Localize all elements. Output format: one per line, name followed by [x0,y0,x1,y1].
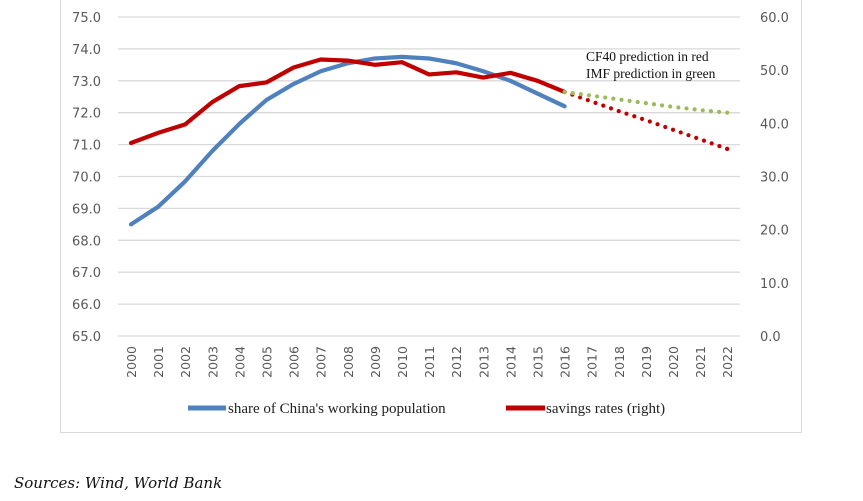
x-tick-label: 2008 [341,346,356,378]
x-tick-label: 2020 [666,346,681,378]
x-tick-label: 2012 [449,346,464,378]
savings-rate-line [128,57,567,146]
right-tick-label: 10.0 [760,277,789,292]
cf40-prediction-dot [639,116,645,121]
x-tick-label: 2003 [205,346,220,378]
left-axis: 65.0 66.0 67.0 68.0 69.0 70.0 71.0 72.0 73.0 74.0… [72,11,101,345]
left-tick-label: 70.0 [72,171,101,186]
right-tick-label: 0.0 [760,330,781,345]
right-tick-label: 30.0 [760,171,789,186]
x-tick-label: 2002 [178,346,193,378]
left-tick-label: 72.0 [72,107,101,122]
x-tick-label: 2015 [531,346,546,378]
source-note: Sources: Wind, World Bank [14,474,223,492]
cf40-prediction-dot [608,106,614,111]
cf40-prediction-dot [694,135,699,141]
x-tick-label: 2017 [585,346,600,378]
left-tick-label: 73.0 [72,75,101,90]
working-population-line [128,54,567,227]
imf-prediction-dot [684,106,689,111]
imf-prediction-dot [676,105,681,110]
x-tick-label: 2016 [558,346,573,378]
cf40-prediction-dot [616,108,621,114]
right-tick-label: 20.0 [760,224,789,239]
imf-prediction-dot [619,97,624,102]
x-tick-label: 2004 [232,346,247,378]
imf-prediction-dot [578,92,583,97]
x-tick-label: 2009 [368,346,383,378]
cf40-prediction-dot [632,114,637,119]
gridlines [118,16,740,337]
imf-prediction-dot [603,95,608,100]
imf-prediction-dot [659,103,665,108]
annotation-cf40: CF40 prediction in red [586,49,709,64]
imf-prediction-dot [611,96,616,101]
x-tick-label: 2018 [612,346,627,378]
right-tick-label: 40.0 [760,117,789,132]
x-tick-label: 2011 [422,346,437,378]
left-tick-label: 69.0 [72,202,101,217]
cf40-prediction-dot [725,146,730,151]
left-tick-label: 75.0 [72,11,101,26]
right-tick-label: 50.0 [760,64,789,79]
left-tick-label: 74.0 [72,43,101,58]
left-tick-label: 65.0 [72,330,101,345]
imf-prediction-dot [692,107,697,112]
x-tick-label: 2005 [260,346,275,378]
imf-prediction-dot [594,94,600,99]
left-tick-label: 71.0 [72,139,101,154]
x-tick-label: 2010 [395,346,410,378]
annotations: CF40 prediction in red IMF prediction in… [586,49,716,81]
imf-prediction-dot [627,98,632,103]
right-axis: 0.0 10.0 20.0 30.0 40.0 50.0 60.0 [760,11,789,345]
right-tick-label: 60.0 [760,11,789,26]
x-tick-label: 2013 [476,346,491,378]
imf-prediction-dot [725,110,730,115]
cf40-prediction-dot [585,98,590,103]
x-tick-label: 2007 [314,346,329,378]
annotation-imf: IMF prediction in green [586,66,716,81]
imf-prediction-dot [651,102,657,107]
imf-prediction-dot [717,109,722,115]
legend-label-savings-rates: savings rates (right) [546,401,665,417]
cf40-prediction-dot [678,130,683,135]
left-tick-label: 66.0 [72,298,101,313]
x-tick-label: 2022 [720,346,735,378]
cf40-prediction-dot [709,141,714,146]
x-tick-label: 2014 [503,346,518,378]
cf40-prediction-dot [717,144,722,149]
left-tick-label: 68.0 [72,234,101,249]
left-tick-label: 67.0 [72,266,101,281]
imf-prediction-dot [635,99,640,105]
imf-prediction-dot [562,89,567,95]
cf40-prediction-dot [663,124,668,130]
cf40-prediction-dot [701,138,707,143]
legend-label-working-population: share of China's working population [228,401,446,417]
legend: share of China's working population savi… [188,401,665,417]
x-tick-label: 2021 [693,346,708,378]
cf40-prediction-dot [647,119,652,124]
x-tick-label: 2006 [287,346,302,378]
cf40-prediction-dot [577,95,583,100]
series-group [128,54,730,227]
cf40-prediction-dot [655,122,660,127]
cf40-prediction-dot [624,111,629,116]
x-axis: 2000 2001 2002 2003 2004 2005 2006 2007 2008 2009… [124,346,735,378]
cf40-prediction-dot [601,103,606,108]
imf-prediction-dot [700,108,705,113]
cf40-prediction-dot [593,100,598,105]
imf-prediction-dot [708,109,714,114]
imf-prediction-dot [570,90,575,96]
imf-prediction-dot [643,101,648,106]
imf-prediction-dot [668,104,673,109]
cf40-prediction-dot [686,133,691,138]
x-tick-label: 2001 [151,346,166,378]
imf-prediction-dot [586,93,592,98]
x-tick-label: 2000 [124,346,139,378]
x-tick-label: 2019 [639,346,654,378]
cf40-prediction-dot [670,127,676,132]
